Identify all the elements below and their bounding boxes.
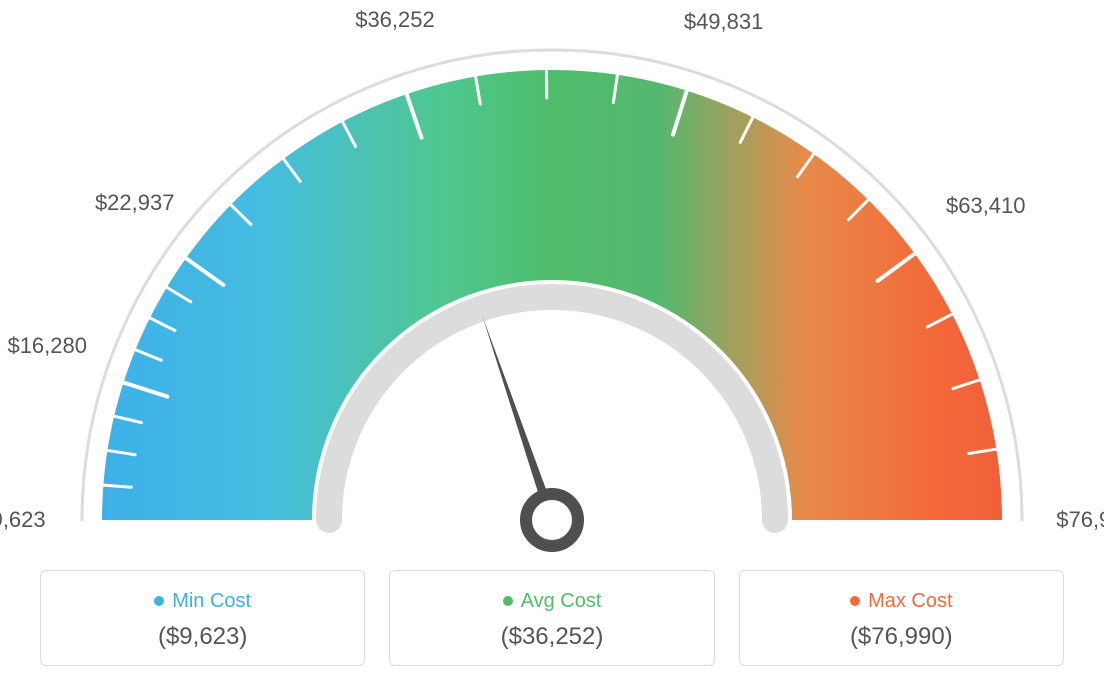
legend-max-value: ($76,990) <box>850 623 953 651</box>
legend-max-header: Max Cost <box>850 590 952 613</box>
gauge-tick-label: $9,623 <box>0 507 46 533</box>
legend-min-label: Min Cost <box>172 590 251 613</box>
legend-card-avg: Avg Cost ($36,252) <box>389 570 714 666</box>
gauge-tick-label: $76,990 <box>1056 507 1104 533</box>
gauge-svg <box>0 0 1104 560</box>
gauge-tick-label: $63,410 <box>946 193 1026 219</box>
legend-max-label: Max Cost <box>868 590 952 613</box>
legend-avg-header: Avg Cost <box>503 590 602 613</box>
gauge-tick-label: $49,831 <box>684 9 764 35</box>
legend-card-min: Min Cost ($9,623) <box>40 570 365 666</box>
legend-min-value: ($9,623) <box>158 623 247 651</box>
gauge-chart: $9,623 $16,280 $22,937 $36,252 $49,831 $63,41… <box>0 0 1104 560</box>
legend-card-max: Max Cost ($76,990) <box>739 570 1064 666</box>
gauge-tick-label: $16,280 <box>7 333 87 359</box>
legend-avg-value: ($36,252) <box>501 623 604 651</box>
gauge-tick-label: $36,252 <box>355 7 435 33</box>
gauge-tick-label: $22,937 <box>95 190 175 216</box>
legend-row: Min Cost ($9,623) Avg Cost ($36,252) Max… <box>40 570 1064 666</box>
legend-avg-label: Avg Cost <box>521 590 602 613</box>
cost-gauge-widget: $9,623 $16,280 $22,937 $36,252 $49,831 $63,41… <box>0 0 1104 690</box>
legend-avg-dot <box>503 596 513 606</box>
legend-min-dot <box>154 596 164 606</box>
legend-min-header: Min Cost <box>154 590 251 613</box>
legend-max-dot <box>850 596 860 606</box>
